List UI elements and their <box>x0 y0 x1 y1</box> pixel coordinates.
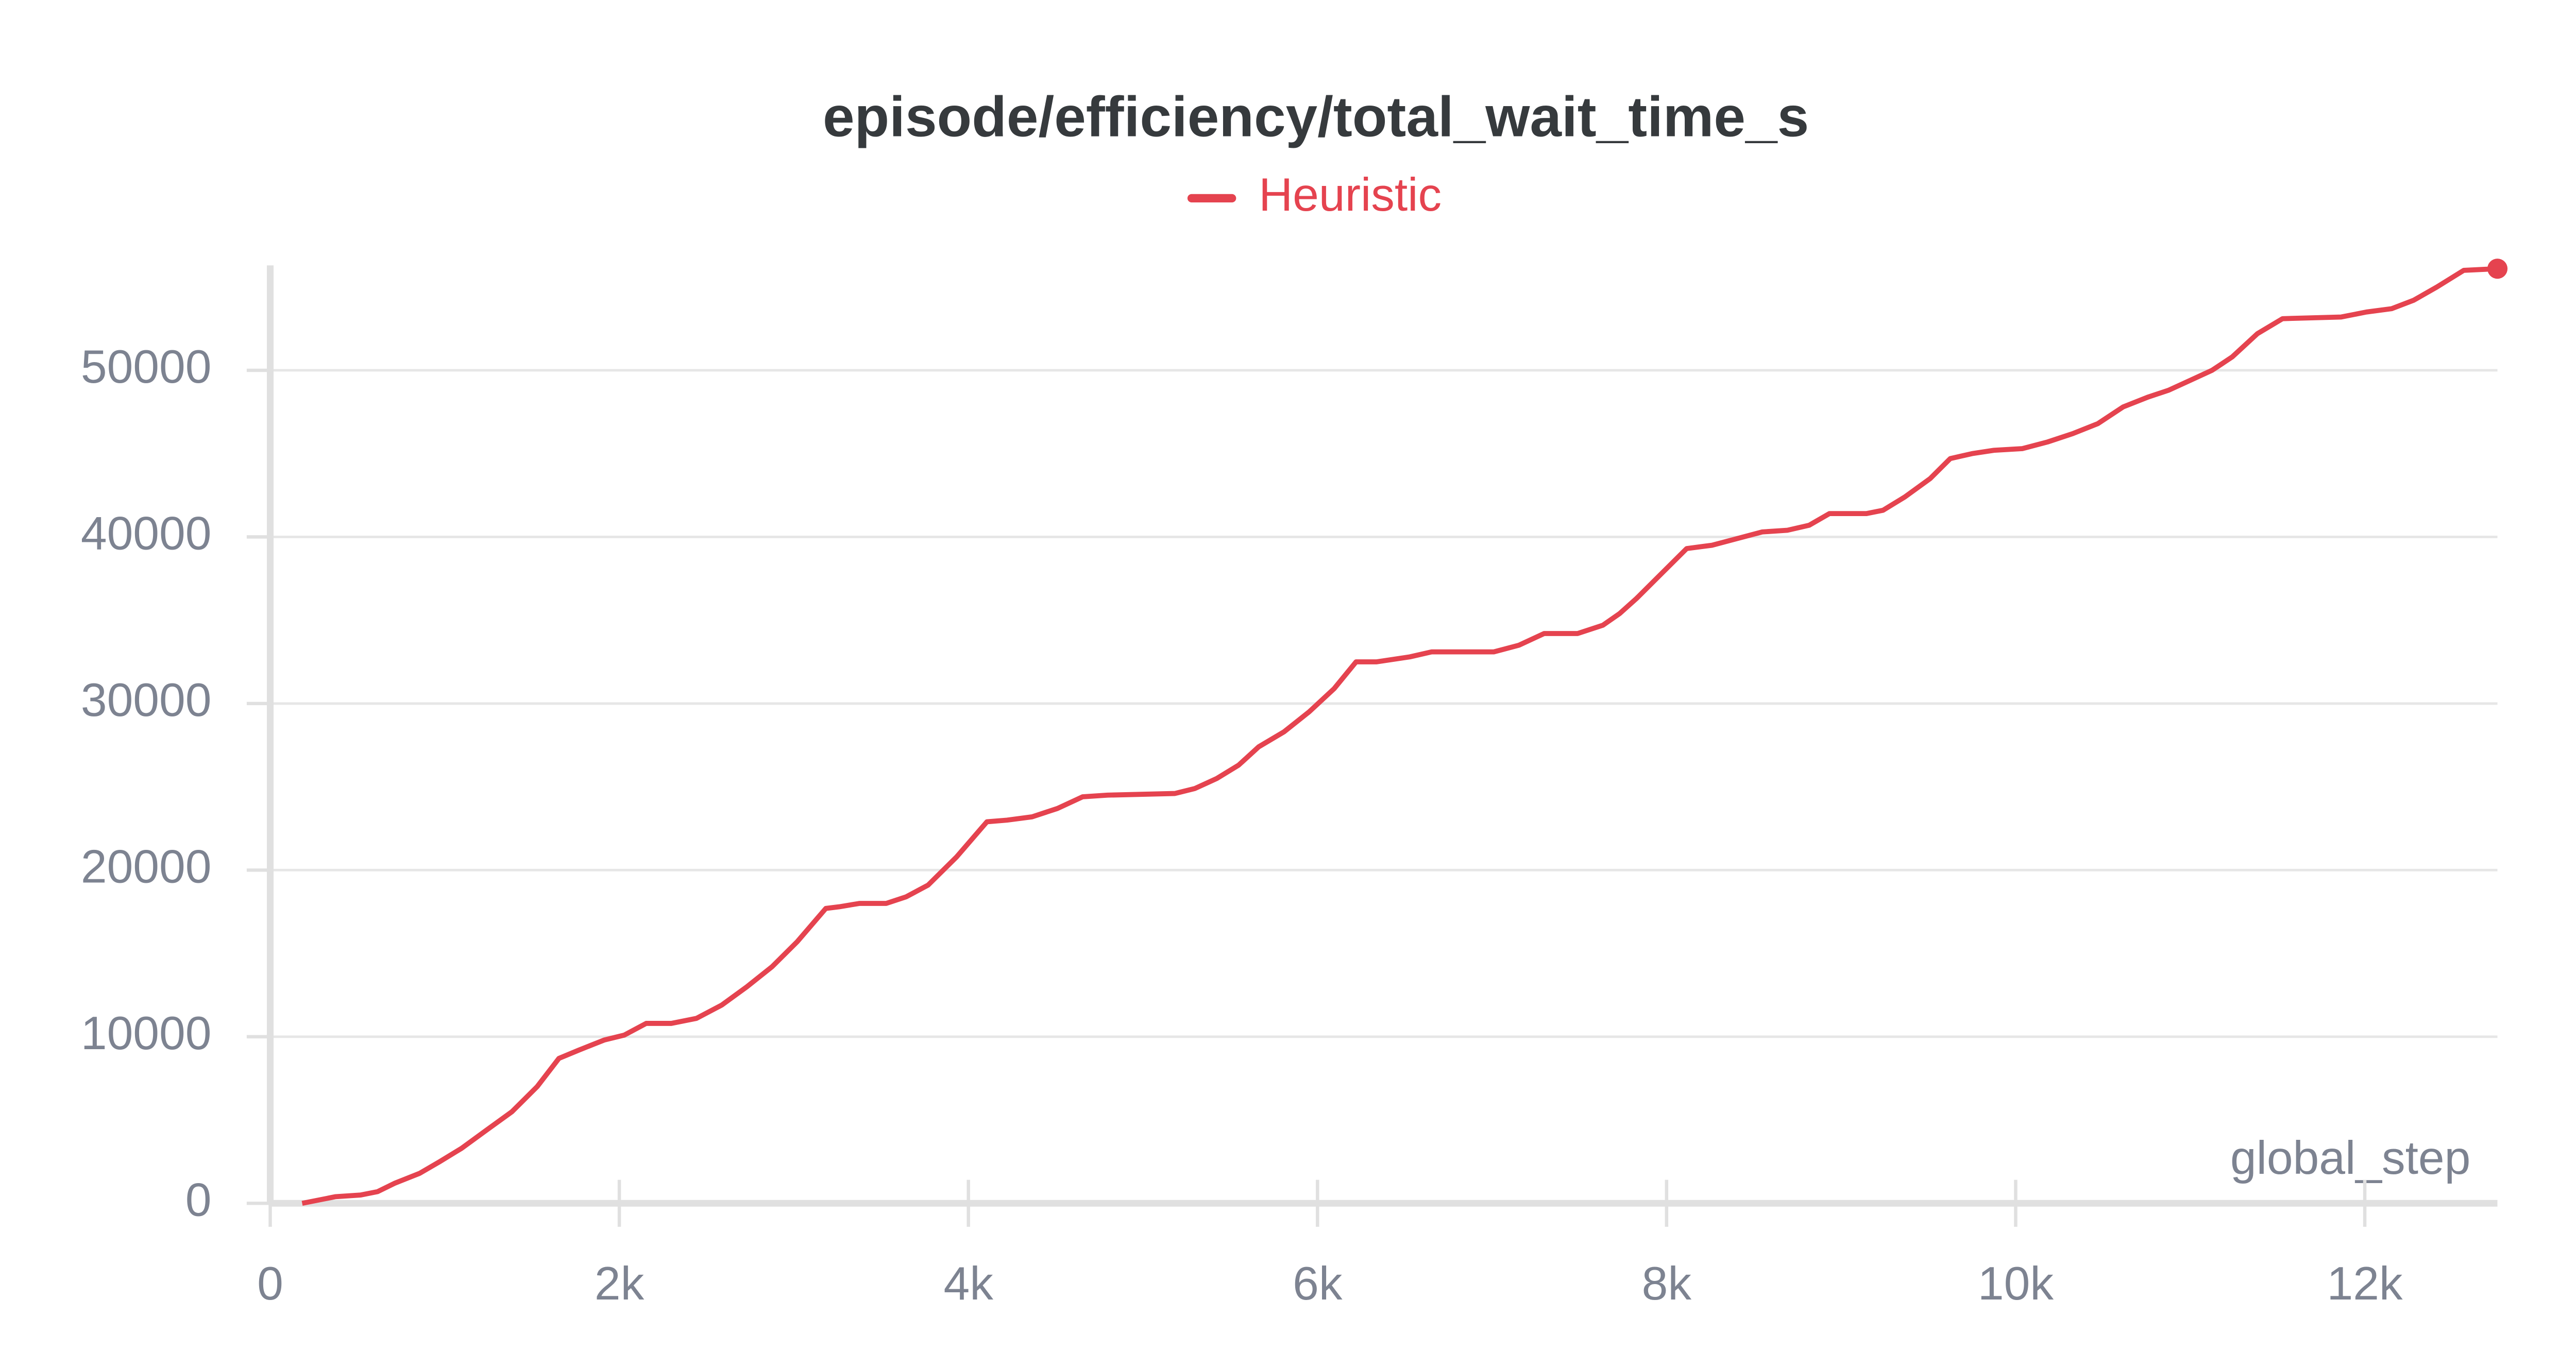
y-tick-label: 10000 <box>81 1007 212 1059</box>
y-tick-label: 20000 <box>81 840 212 893</box>
x-tick-label: 0 <box>257 1257 283 1310</box>
x-tick-label: 2k <box>595 1257 645 1310</box>
y-tick-label: 30000 <box>81 674 212 726</box>
x-tick-label: 6k <box>1293 1257 1343 1310</box>
line-series <box>301 266 2498 1206</box>
x-tick-label: 4k <box>944 1257 994 1310</box>
end-point <box>2487 259 2508 279</box>
chart-title: episode/efficiency/total_wait_time_s <box>823 85 1809 148</box>
y-tick-label: 0 <box>185 1173 212 1226</box>
x-tick-label: 8k <box>1642 1257 1692 1310</box>
x-tick-label: 12k <box>2327 1257 2402 1310</box>
y-tick-label: 40000 <box>81 507 212 560</box>
x-tick-label: 10k <box>1978 1257 2054 1310</box>
legend-label: Heuristic <box>1259 168 1442 221</box>
x-axis-label: global_step <box>2230 1132 2471 1184</box>
y-tick-label: 50000 <box>81 340 212 393</box>
